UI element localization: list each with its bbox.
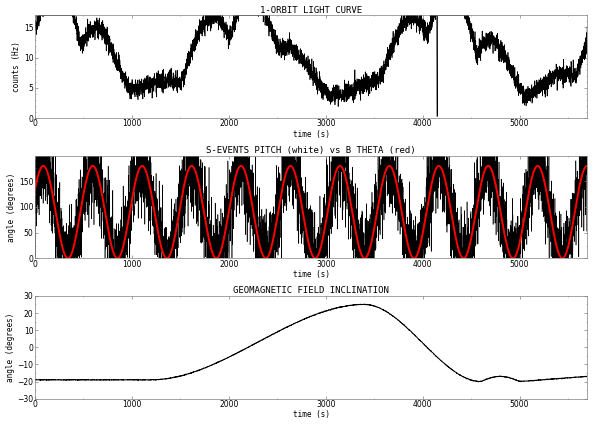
Title: 1-ORBIT LIGHT CURVE: 1-ORBIT LIGHT CURVE [260, 6, 362, 14]
Y-axis label: angle (degrees): angle (degrees) [5, 313, 15, 382]
Title: GEOMAGNETIC FIELD INCLINATION: GEOMAGNETIC FIELD INCLINATION [233, 286, 389, 295]
X-axis label: time (s): time (s) [293, 411, 330, 419]
Title: S-EVENTS PITCH (white) vs B THETA (red): S-EVENTS PITCH (white) vs B THETA (red) [206, 146, 416, 155]
Y-axis label: counts (Hz): counts (Hz) [12, 41, 21, 92]
X-axis label: time (s): time (s) [293, 130, 330, 139]
Y-axis label: angle (degrees): angle (degrees) [7, 172, 16, 242]
X-axis label: time (s): time (s) [293, 270, 330, 279]
